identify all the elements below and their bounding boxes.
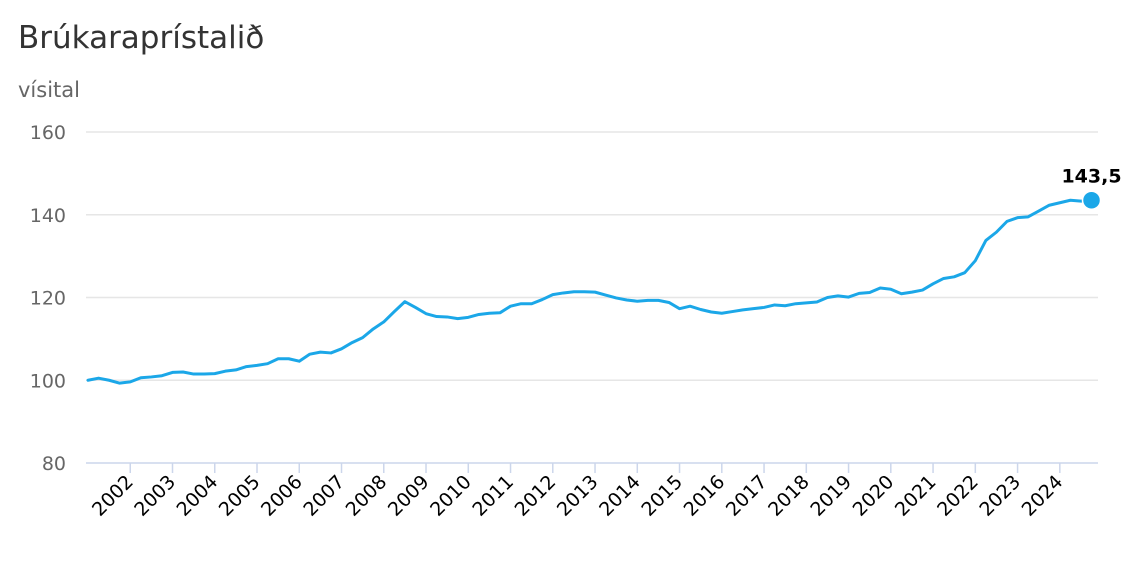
x-tick-label-2014: 2014	[595, 471, 645, 521]
y-tick-label-100: 100	[30, 370, 66, 392]
x-tick-label-2007: 2007	[299, 471, 349, 521]
x-tick-label-2010: 2010	[426, 471, 476, 521]
x-tick-label-2016: 2016	[680, 471, 730, 521]
x-tick-label-2017: 2017	[722, 471, 772, 521]
y-tick-label-140: 140	[30, 205, 66, 227]
x-axis-ticks: 2002200320042005200620072008200920102011…	[88, 463, 1067, 521]
x-tick-label-2018: 2018	[764, 471, 814, 521]
x-tick-label-2009: 2009	[384, 471, 434, 521]
x-tick-label-2022: 2022	[933, 471, 983, 521]
x-tick-label-2015: 2015	[637, 471, 687, 521]
last-point-label: 143,5	[1061, 165, 1121, 187]
last-point-marker[interactable]	[1081, 190, 1102, 211]
chart-title: Brúkaraprístalið	[18, 20, 265, 56]
y-tick-label-120: 120	[30, 288, 66, 310]
x-tick-label-2021: 2021	[891, 471, 941, 521]
x-tick-label-2005: 2005	[215, 471, 265, 521]
x-tick-label-2020: 2020	[849, 471, 899, 521]
x-tick-label-2024: 2024	[1018, 471, 1068, 521]
x-tick-label-2004: 2004	[173, 471, 223, 521]
y-tick-label-160: 160	[30, 122, 66, 144]
y-axis-ticks: 80 100 120 140 160	[30, 122, 66, 475]
x-tick-label-2019: 2019	[806, 471, 856, 521]
y-axis-label: vísital	[18, 78, 80, 102]
x-tick-label-2008: 2008	[342, 471, 392, 521]
x-tick-label-2012: 2012	[511, 471, 561, 521]
x-tick-label-2003: 2003	[130, 471, 180, 521]
x-tick-label-2002: 2002	[88, 471, 138, 521]
series-line[interactable]	[86, 198, 1094, 385]
y-tick-label-80: 80	[42, 453, 66, 475]
x-tick-label-2023: 2023	[975, 471, 1025, 521]
x-tick-label-2011: 2011	[468, 471, 518, 521]
x-tick-label-2013: 2013	[553, 471, 603, 521]
gridlines	[86, 131, 1098, 381]
x-tick-label-2006: 2006	[257, 471, 307, 521]
